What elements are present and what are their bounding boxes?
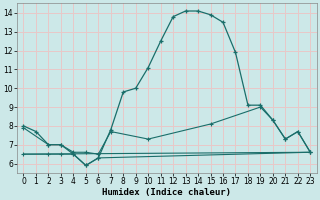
X-axis label: Humidex (Indice chaleur): Humidex (Indice chaleur)	[102, 188, 231, 197]
